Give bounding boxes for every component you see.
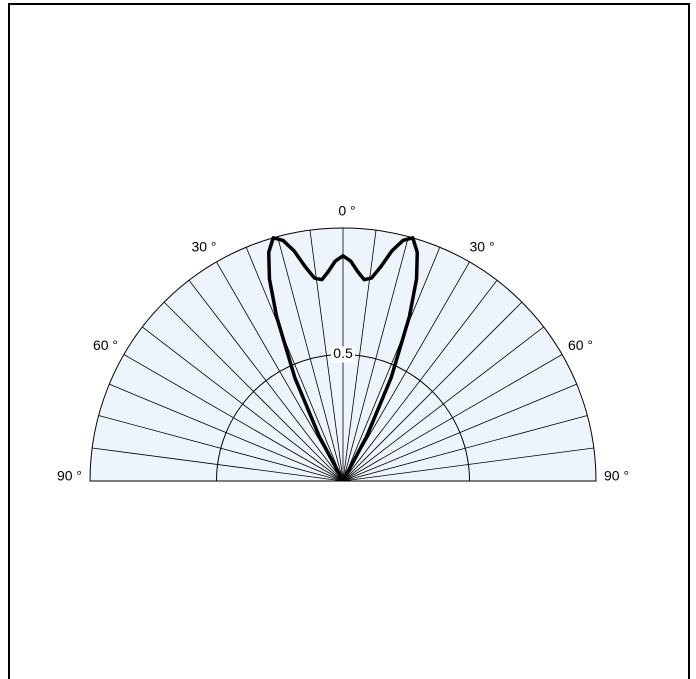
theta-tick-label: 30 ° [191, 239, 216, 255]
theta-tick-label: 90 ° [57, 468, 82, 484]
theta-tick-label: 30 ° [470, 239, 495, 255]
theta-tick-label: 0 ° [338, 203, 355, 219]
r-tick-label-bg [331, 346, 355, 363]
theta-tick-label: 60 ° [93, 337, 118, 353]
theta-tick-label: 90 ° [604, 468, 629, 484]
pattern-line [266, 236, 420, 482]
theta-tick-label: 60 ° [568, 337, 593, 353]
r-tick-label: 0.5 [333, 345, 353, 361]
